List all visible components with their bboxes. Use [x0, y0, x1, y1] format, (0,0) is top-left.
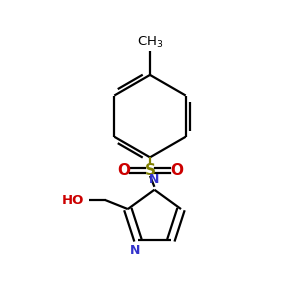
- Text: O: O: [117, 163, 130, 178]
- Text: S: S: [145, 163, 155, 178]
- Text: O: O: [170, 163, 183, 178]
- Text: HO: HO: [61, 194, 84, 207]
- Text: N: N: [130, 244, 140, 257]
- Text: CH$_3$: CH$_3$: [137, 34, 163, 50]
- Text: N: N: [149, 173, 160, 186]
